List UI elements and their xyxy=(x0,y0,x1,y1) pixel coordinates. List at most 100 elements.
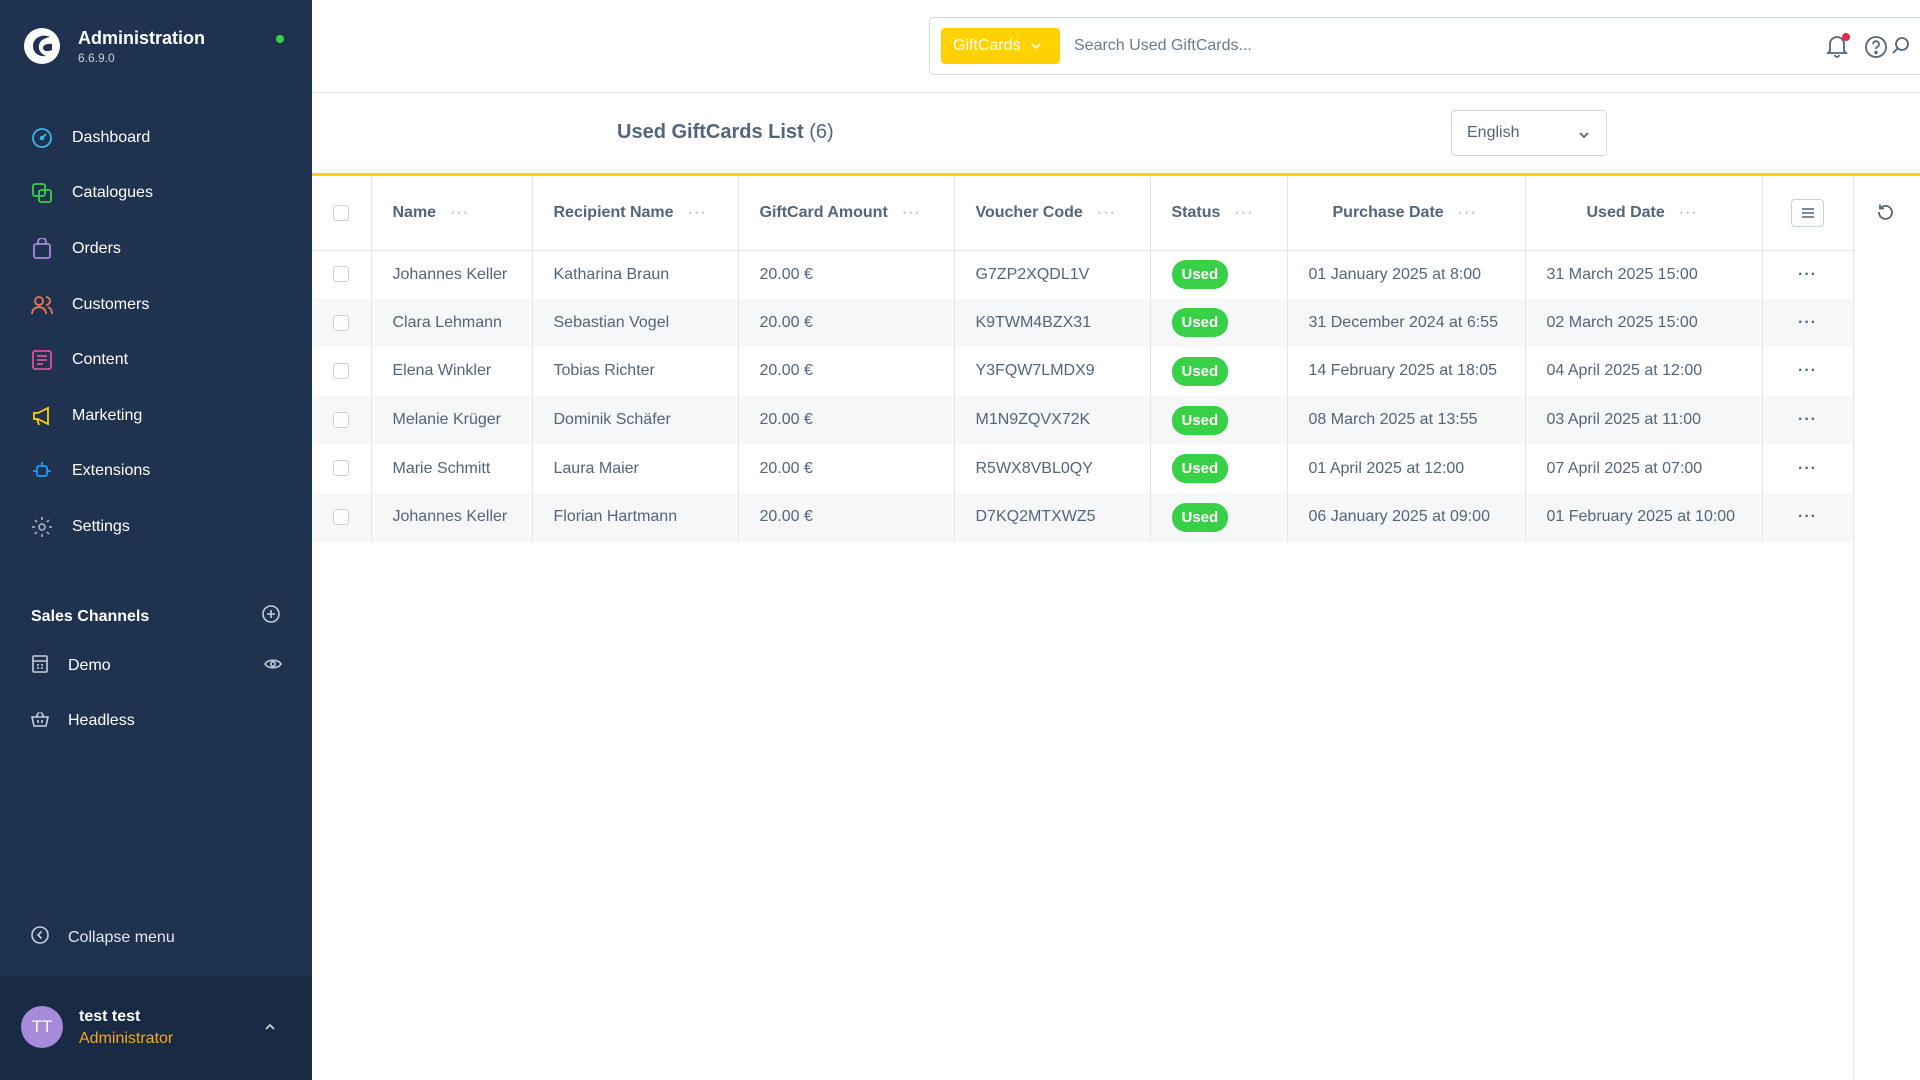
sidebar-item-label: Settings xyxy=(72,517,130,535)
sales-channel-item-demo[interactable]: Demo xyxy=(30,651,282,681)
sales-channel-label: Headless xyxy=(68,712,135,729)
column-header-recipient[interactable]: Recipient Name ··· xyxy=(532,176,739,251)
column-settings-button[interactable] xyxy=(1791,198,1824,227)
collapse-menu-button[interactable]: Collapse menu xyxy=(30,925,175,950)
global-search: GiftCards xyxy=(929,17,1920,75)
cell-purchase-date: 31 December 2024 at 6:55 xyxy=(1287,298,1526,348)
row-checkbox[interactable] xyxy=(333,460,350,477)
column-menu-icon[interactable]: ··· xyxy=(1096,203,1116,221)
status-badge: Used xyxy=(1171,260,1229,290)
row-checkbox[interactable] xyxy=(333,266,350,283)
cell-amount: 20.00 € xyxy=(738,298,955,348)
sidebar-item-marketing[interactable]: Marketing xyxy=(0,388,312,444)
row-actions-icon[interactable]: ··· xyxy=(1798,411,1817,429)
search-type-label: GiftCards xyxy=(953,37,1021,54)
notification-dot xyxy=(1842,33,1850,41)
column-menu-icon[interactable]: ··· xyxy=(901,203,921,221)
chevron-up-icon[interactable] xyxy=(264,1018,276,1036)
sales-channels-title: Sales Channels xyxy=(31,607,150,625)
sidebar-item-customers[interactable]: Customers xyxy=(0,277,312,333)
sales-channel-label: Demo xyxy=(68,657,111,674)
table-row[interactable]: Elena Winkler Tobias Richter 20.00 € Y3F… xyxy=(312,347,1854,396)
table-row[interactable]: Melanie Krüger Dominik Schäfer 20.00 € M… xyxy=(312,395,1854,445)
notifications-bell-icon[interactable] xyxy=(1825,34,1849,63)
customers-icon xyxy=(30,293,54,317)
column-header-status[interactable]: Status ··· xyxy=(1150,176,1288,251)
cell-status: Used xyxy=(1150,395,1288,445)
cell-code: Y3FQW7LMDX9 xyxy=(954,347,1151,396)
cell-code: G7ZP2XQDL1V xyxy=(954,250,1151,299)
row-actions-icon[interactable]: ··· xyxy=(1798,313,1817,331)
cell-recipient: Tobias Richter xyxy=(532,347,739,396)
add-sales-channel-icon[interactable] xyxy=(261,604,281,629)
row-checkbox[interactable] xyxy=(333,314,350,331)
cell-recipient: Katharina Braun xyxy=(532,250,739,299)
brand[interactable]: Administration 6.6.9.0 xyxy=(22,26,205,66)
row-actions-cell: ··· xyxy=(1762,347,1854,396)
sidebar-item-label: Customers xyxy=(72,295,150,313)
cell-purchase-date: 01 April 2025 at 12:00 xyxy=(1287,444,1526,493)
table-row[interactable]: Marie Schmitt Laura Maier 20.00 € R5WX8V… xyxy=(312,444,1854,493)
row-checkbox[interactable] xyxy=(333,363,350,380)
search-icon[interactable] xyxy=(1891,36,1911,61)
cell-amount: 20.00 € xyxy=(738,492,955,542)
cell-used-date: 02 March 2025 15:00 xyxy=(1525,298,1763,348)
row-checkbox[interactable] xyxy=(333,509,350,526)
giftcards-grid: Name ··· Recipient Name ··· GiftCard Amoun… xyxy=(312,176,1854,542)
column-menu-icon[interactable]: ··· xyxy=(687,203,707,221)
row-actions-icon[interactable]: ··· xyxy=(1798,362,1817,380)
cell-recipient: Dominik Schäfer xyxy=(532,395,739,445)
sales-channel-item-headless[interactable]: Headless xyxy=(30,706,282,736)
cell-amount: 20.00 € xyxy=(738,347,955,396)
eye-icon[interactable] xyxy=(264,657,282,676)
select-all-checkbox[interactable] xyxy=(333,204,350,221)
table-row[interactable]: Johannes Keller Florian Hartmann 20.00 €… xyxy=(312,492,1854,542)
chevron-left-circle-icon xyxy=(30,925,50,950)
column-menu-icon[interactable]: ··· xyxy=(450,203,470,221)
top-bar: GiftCards xyxy=(312,0,1920,93)
language-select[interactable]: English xyxy=(1451,110,1607,156)
marketing-icon xyxy=(30,404,54,428)
reload-icon[interactable] xyxy=(1875,203,1895,228)
table-row[interactable]: Clara Lehmann Sebastian Vogel 20.00 € K9… xyxy=(312,298,1854,348)
cell-used-date: 04 April 2025 at 12:00 xyxy=(1525,347,1763,396)
dashboard-icon xyxy=(30,126,54,150)
row-actions-icon[interactable]: ··· xyxy=(1798,459,1817,477)
search-type-dropdown[interactable]: GiftCards xyxy=(941,28,1060,64)
sidebar-item-extensions[interactable]: Extensions xyxy=(0,444,312,500)
cell-code: D7KQ2MTXWZ5 xyxy=(954,492,1151,542)
sidebar-item-orders[interactable]: Orders xyxy=(0,221,312,277)
column-header-name[interactable]: Name ··· xyxy=(371,176,533,251)
cell-used-date: 07 April 2025 at 07:00 xyxy=(1525,444,1763,493)
column-menu-icon[interactable]: ··· xyxy=(1457,203,1477,221)
table-row[interactable]: Johannes Keller Katharina Braun 20.00 € … xyxy=(312,250,1854,299)
help-icon[interactable] xyxy=(1864,35,1888,64)
column-header-amount[interactable]: GiftCard Amount ··· xyxy=(738,176,955,251)
sidebar-item-dashboard[interactable]: Dashboard xyxy=(0,110,312,166)
sidebar-item-content[interactable]: Content xyxy=(0,332,312,388)
row-checkbox[interactable] xyxy=(333,411,350,428)
row-actions-icon[interactable]: ··· xyxy=(1798,508,1817,526)
sidebar-item-label: Extensions xyxy=(72,462,151,480)
content-icon xyxy=(30,348,54,372)
search-input[interactable] xyxy=(1074,30,1854,62)
page-title-count: (6) xyxy=(809,121,834,143)
cell-used-date: 31 March 2025 15:00 xyxy=(1525,250,1763,299)
sidebar-item-settings[interactable]: Settings xyxy=(0,499,312,555)
user-name: test test xyxy=(79,1008,141,1025)
column-header-code[interactable]: Voucher Code ··· xyxy=(954,176,1151,251)
row-actions-icon[interactable]: ··· xyxy=(1798,265,1817,283)
cell-purchase-date: 08 March 2025 at 13:55 xyxy=(1287,395,1526,445)
cell-name: Clara Lehmann xyxy=(371,298,533,348)
cell-recipient: Sebastian Vogel xyxy=(532,298,739,348)
online-status-dot xyxy=(276,35,284,43)
column-menu-icon[interactable]: ··· xyxy=(1678,203,1698,221)
sidebar-item-catalogues[interactable]: Catalogues xyxy=(0,166,312,222)
column-menu-icon[interactable]: ··· xyxy=(1234,203,1254,221)
column-header-used-date[interactable]: Used Date ··· xyxy=(1525,176,1763,251)
shopware-logo-icon xyxy=(24,28,60,64)
extensions-icon xyxy=(30,459,54,483)
row-select-cell xyxy=(312,298,372,348)
column-header-purchase-date[interactable]: Purchase Date ··· xyxy=(1287,176,1526,251)
avatar[interactable]: TT xyxy=(21,1006,63,1048)
